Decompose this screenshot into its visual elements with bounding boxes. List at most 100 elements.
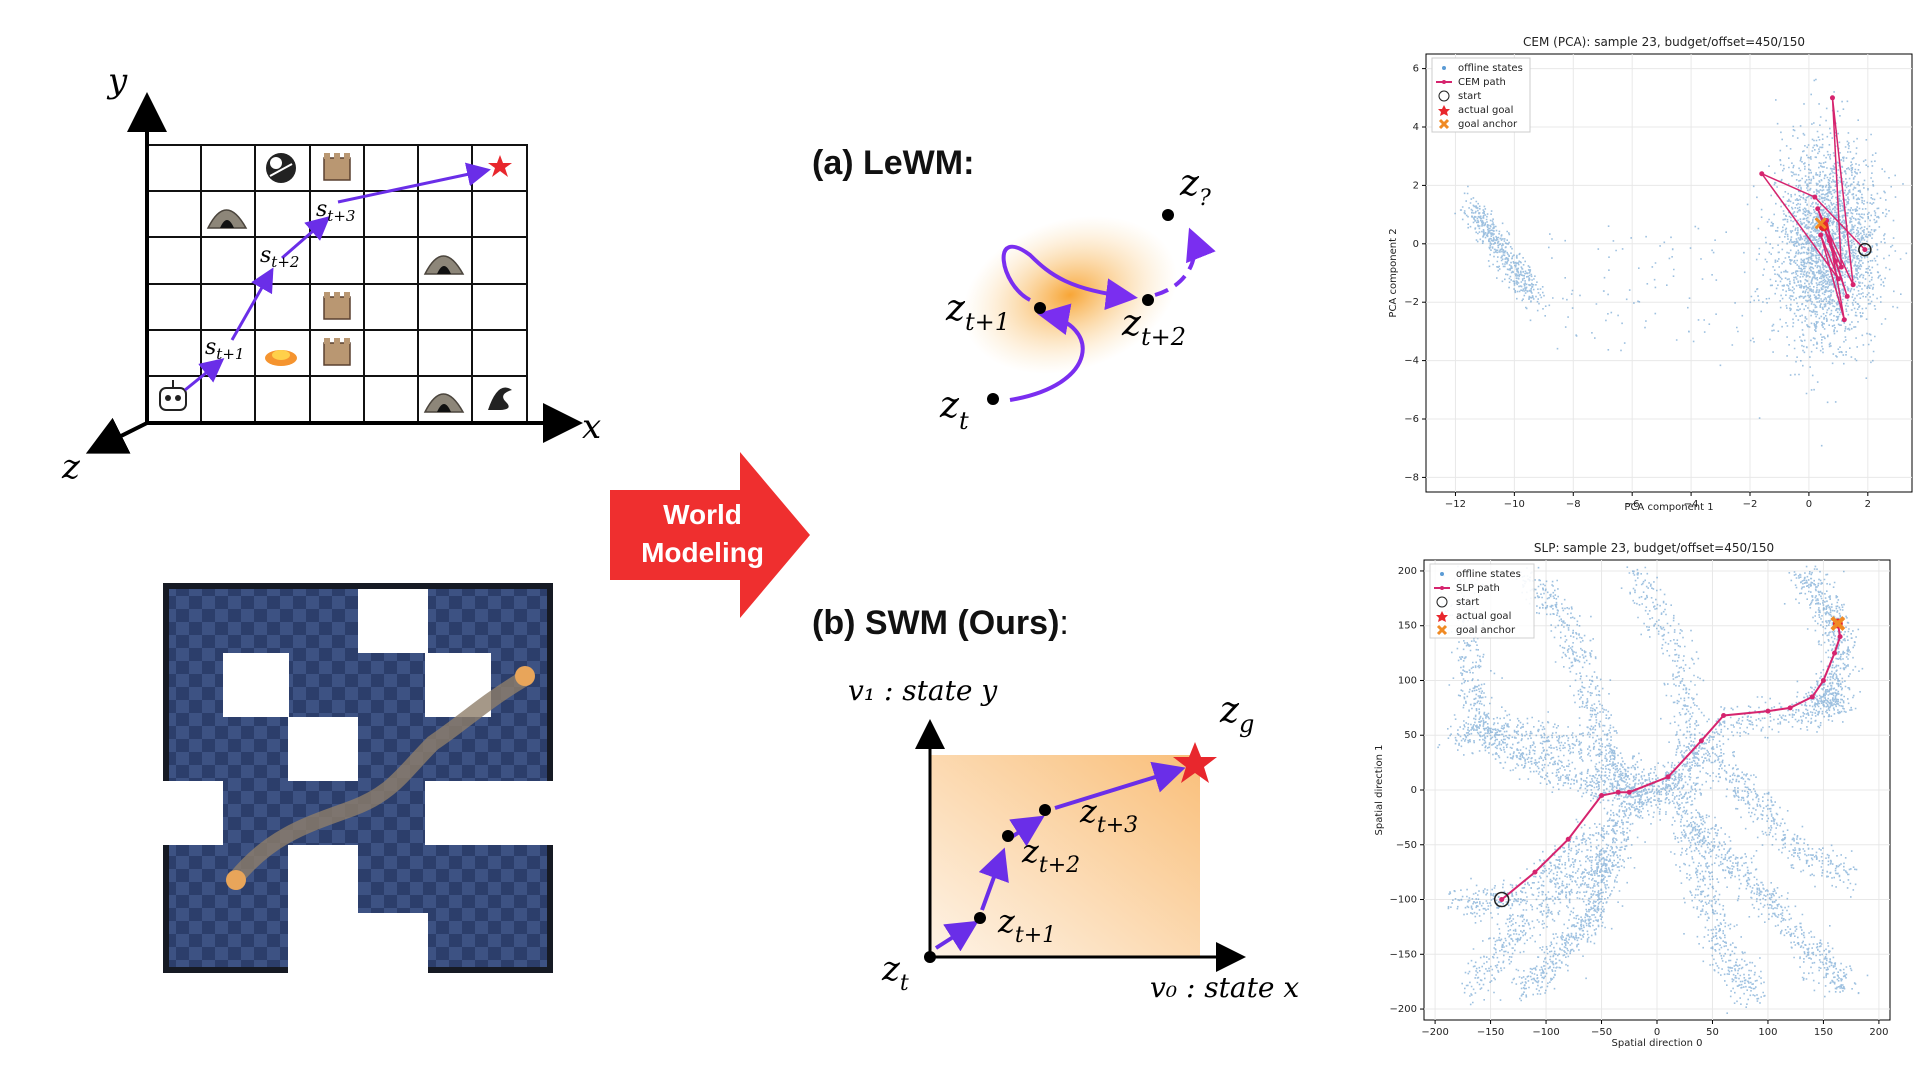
cem-state-points — [1454, 78, 1908, 447]
slp-xtick-label: 50 — [1706, 1027, 1719, 1038]
slp-ytick-label: 200 — [1398, 566, 1417, 577]
cave-icon — [206, 209, 248, 229]
slp-ytick-label: 50 — [1404, 730, 1417, 741]
slp-xtick-label: −50 — [1591, 1027, 1612, 1038]
cem-ytick-label: 4 — [1413, 122, 1419, 133]
cem-ytick-label: −6 — [1404, 414, 1419, 425]
swm-y-axis-label: v₁ : state y — [848, 674, 998, 707]
svg-text:offline states: offline states — [1456, 569, 1521, 580]
svg-text:start: start — [1458, 91, 1481, 102]
slp-ytick-label: 150 — [1398, 621, 1417, 632]
cem-path-point — [1818, 232, 1824, 238]
label-z-t: t — [959, 407, 969, 435]
cave-icon — [423, 393, 465, 413]
slp-plot-title: SLP: sample 23, budget/offset=450/150 — [1534, 541, 1774, 555]
latent-z-t — [924, 951, 936, 963]
slp-start-marker — [1493, 891, 1510, 908]
goal-star-icon — [1173, 742, 1217, 783]
cem-ytick-label: −2 — [1404, 297, 1419, 308]
slp-xtick-label: −100 — [1532, 1027, 1559, 1038]
svg-text:offline states: offline states — [1458, 63, 1523, 74]
cem-ytick-label: 0 — [1413, 239, 1419, 250]
svg-text:zt+2: zt+2 — [1121, 303, 1186, 351]
agent-trajectory — [228, 670, 533, 886]
slp-offline-states — [1437, 565, 1869, 1014]
lewm-diagram: z? zt+1 zt+2 zt — [939, 163, 1216, 435]
slp-ytick-label: 100 — [1398, 675, 1417, 686]
cem-goal-anchor-marker — [1814, 217, 1827, 230]
svg-text:actual goal: actual goal — [1456, 611, 1511, 622]
grid-world-diagram: y x z st+1 st+2 st+3 — [61, 61, 601, 487]
cem-start-marker — [1858, 242, 1872, 257]
slp-ytick-label: −150 — [1390, 949, 1417, 960]
slp-legend: offline states SLP path start actual goa… — [1429, 563, 1535, 639]
cem-xtick-label: −12 — [1445, 499, 1466, 510]
cem-ytick-label: 6 — [1413, 64, 1419, 75]
slp-plot: SLP: sample 23, budget/offset=450/150 −2… — [1374, 541, 1891, 1049]
slp-ytick-label: 0 — [1411, 785, 1417, 796]
svg-text:zt+1: zt+1 — [945, 288, 1010, 336]
cem-path-point — [1838, 264, 1844, 270]
latent-z-unknown — [1162, 209, 1174, 221]
lewm-heading: (a) LeWM: — [812, 144, 975, 182]
slp-ytick-label: −100 — [1390, 895, 1417, 906]
slp-path-point — [1787, 705, 1793, 711]
cem-pca-plot: CEM (PCA): sample 23, budget/offset=450/… — [1388, 35, 1913, 513]
cem-ylabel: PCA component 2 — [1388, 228, 1399, 317]
castle-icon — [323, 153, 351, 181]
latent-z-t2 — [1142, 294, 1154, 306]
cem-path-point — [1812, 194, 1818, 200]
state-label-t3: st+3 — [316, 197, 355, 225]
cem-xtick-label: −4 — [1684, 499, 1699, 510]
cem-ytick-label: −4 — [1404, 356, 1419, 367]
latent-z-t1 — [1034, 302, 1046, 314]
svg-text:zt: zt — [939, 385, 969, 435]
svg-text:SLP path: SLP path — [1456, 583, 1500, 594]
cem-path-point — [1850, 282, 1856, 288]
y-axis-label: y — [106, 61, 128, 101]
svg-text:start: start — [1456, 597, 1479, 608]
cem-legend: offline states CEM path start actual goa… — [1431, 57, 1531, 133]
state-label-t2: st+2 — [260, 243, 299, 271]
cem-ytick-label: 2 — [1413, 180, 1419, 191]
latent-z-t — [987, 393, 999, 405]
svg-text:goal anchor: goal anchor — [1456, 625, 1516, 636]
cem-xlabel: PCA component 1 — [1624, 502, 1713, 513]
cem-path-point — [1841, 317, 1847, 323]
label-z-g: z — [1219, 690, 1240, 731]
label-z-unknown: z — [1179, 163, 1200, 204]
slp-path-point — [1532, 869, 1538, 875]
slp-xtick-label: −150 — [1477, 1027, 1504, 1038]
cem-path-point — [1844, 293, 1850, 299]
swm-diagram: v₁ : state y v₀ : state x zg zt zt+1 zt+… — [848, 674, 1299, 1004]
slp-path-point — [1832, 650, 1838, 656]
label-z-t: t — [900, 971, 909, 996]
dragon-icon — [266, 153, 296, 183]
cem-xtick-label: −6 — [1625, 499, 1640, 510]
label-z-t3: t+3 — [1097, 813, 1138, 838]
agent-ball-start — [226, 870, 246, 890]
latent-z-t2 — [1002, 830, 1014, 842]
z-axis — [85, 417, 148, 454]
svg-text:zt: zt — [881, 949, 909, 996]
cave-icon — [423, 255, 465, 275]
svg-text:actual goal: actual goal — [1458, 105, 1513, 116]
slp-path-point — [1665, 774, 1671, 780]
goal-star-icon — [488, 155, 512, 177]
slp-path-point — [1809, 694, 1815, 700]
cem-ytick-label: −8 — [1404, 472, 1419, 483]
cem-path-point — [1827, 238, 1833, 244]
slp-xtick-label: 150 — [1814, 1027, 1833, 1038]
castle-icon — [323, 292, 351, 320]
slp-ytick-label: −50 — [1396, 840, 1417, 851]
x-axis-label: x — [582, 407, 601, 447]
arrow-label-line2: Modeling — [641, 537, 764, 568]
cem-path-point — [1815, 206, 1821, 212]
slp-path-point — [1837, 634, 1843, 640]
maze-environment-image — [163, 583, 553, 973]
slp-xtick-label: 200 — [1869, 1027, 1888, 1038]
slp-xtick-label: 0 — [1654, 1027, 1660, 1038]
slp-state-points — [1437, 565, 1869, 1014]
state-trajectory — [184, 162, 491, 392]
slp-xlabel: Spatial direction 0 — [1612, 1038, 1703, 1049]
